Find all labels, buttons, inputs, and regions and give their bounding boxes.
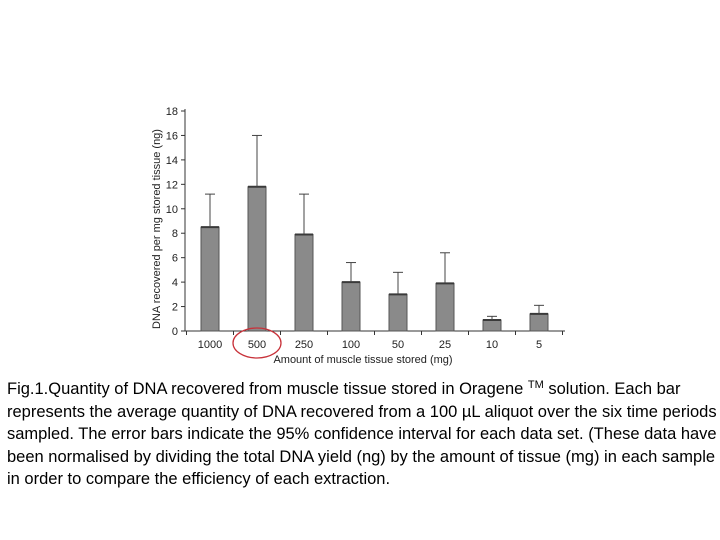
bar-chart: 0 2 4 6 8 10 12 14 16 18 1000 500 250 100 50 25 10 5 Amoun… [140, 95, 580, 375]
bar [388, 293, 408, 332]
bar [529, 313, 549, 332]
caption-text-start: Fig.1.Quantity of DNA recovered from mus… [7, 380, 528, 398]
y-tick-label: 0 [172, 326, 178, 338]
x-tick-label: 1000 [198, 339, 222, 351]
x-tick-label: 50 [392, 339, 404, 351]
y-tick-label: 8 [172, 228, 178, 240]
y-tick-label: 18 [166, 106, 178, 118]
bar [482, 319, 502, 332]
x-tick-label: 5 [536, 339, 542, 351]
y-tick-label: 6 [172, 253, 178, 265]
highlight-circle [232, 327, 282, 359]
y-tick-label: 12 [166, 179, 178, 191]
bar [247, 186, 267, 332]
caption-text-end: solution. Each bar represents the averag… [7, 380, 717, 488]
y-tick-label: 4 [172, 277, 178, 289]
y-tick-label: 10 [166, 204, 178, 216]
x-tick-label: 250 [295, 339, 313, 351]
x-tick-label: 10 [486, 339, 498, 351]
trademark-superscript: TM [527, 379, 544, 391]
x-tick-label: 500 [248, 339, 266, 351]
y-tick-label: 16 [166, 130, 178, 142]
bar [341, 281, 361, 332]
x-tick-label: 100 [342, 339, 360, 351]
x-tick-label: 25 [439, 339, 451, 351]
bar [294, 233, 314, 332]
bar [435, 282, 455, 332]
x-axis-title: Amount of muscle tissue stored (mg) [273, 354, 452, 366]
chart-canvas: 0 2 4 6 8 10 12 14 16 18 1000 500 250 100 50 25 10 5 Amoun… [151, 106, 565, 366]
y-tick-label: 2 [172, 302, 178, 314]
y-tick-label: 14 [166, 155, 178, 167]
y-axis-title: DNA recovered per mg stored tissue (ng) [151, 129, 163, 329]
figure-caption: Fig.1.Quantity of DNA recovered from mus… [7, 378, 717, 491]
bar [200, 226, 220, 332]
